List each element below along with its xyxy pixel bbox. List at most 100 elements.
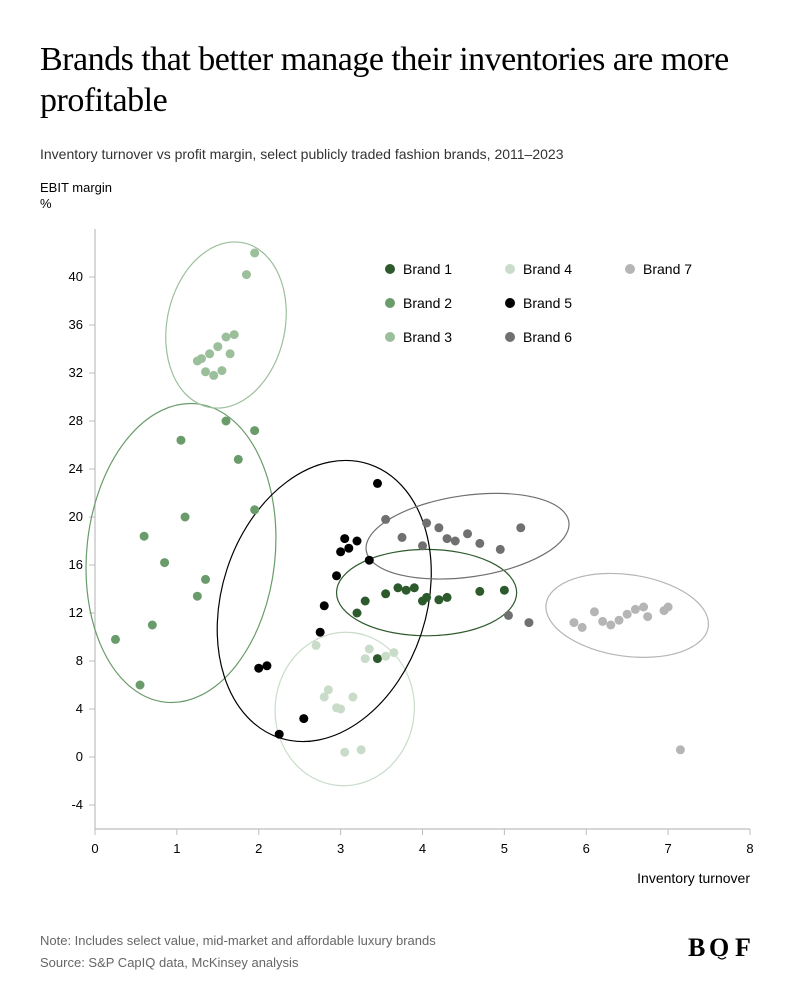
data-point-brand5 xyxy=(336,548,345,557)
legend-label: Brand 4 xyxy=(523,261,572,277)
data-point-brand3 xyxy=(217,366,226,375)
data-point-brand7 xyxy=(643,612,652,621)
legend-dot-icon xyxy=(505,332,515,342)
data-point-brand2 xyxy=(136,681,145,690)
data-point-brand1 xyxy=(422,593,431,602)
data-point-brand1 xyxy=(373,654,382,663)
y-axis-label-line1: EBIT margin xyxy=(40,180,112,195)
data-point-brand6 xyxy=(381,515,390,524)
data-point-brand5 xyxy=(275,730,284,739)
data-point-brand4 xyxy=(336,705,345,714)
chart-note: Note: Includes select value, mid-market … xyxy=(40,930,436,952)
page-root: Brands that better manage their inventor… xyxy=(0,0,800,1000)
data-point-brand1 xyxy=(410,584,419,593)
data-point-brand4 xyxy=(357,746,366,755)
data-point-brand7 xyxy=(664,603,673,612)
data-point-brand1 xyxy=(353,609,362,618)
svg-text:0: 0 xyxy=(76,749,83,764)
data-point-brand6 xyxy=(422,519,431,528)
data-point-brand2 xyxy=(201,575,210,584)
data-point-brand1 xyxy=(393,584,402,593)
data-point-brand1 xyxy=(500,586,509,595)
data-point-brand5 xyxy=(299,714,308,723)
svg-text:32: 32 xyxy=(69,365,83,380)
svg-text:2: 2 xyxy=(255,841,262,856)
cluster-ellipse-brand1 xyxy=(337,550,517,636)
svg-text:8: 8 xyxy=(76,653,83,668)
data-point-brand5 xyxy=(340,534,349,543)
legend-item-brand6: Brand 6 xyxy=(505,322,625,352)
chart-area: -40481216202428323640012345678Inventory … xyxy=(40,219,760,899)
legend-dot-icon xyxy=(385,298,395,308)
data-point-brand5 xyxy=(254,664,263,673)
y-axis-label: EBIT margin % xyxy=(40,180,760,214)
data-point-brand2 xyxy=(250,426,259,435)
svg-text:12: 12 xyxy=(69,605,83,620)
data-point-brand4 xyxy=(389,648,398,657)
svg-text:B: B xyxy=(688,933,706,962)
data-point-brand6 xyxy=(418,542,427,551)
svg-text:20: 20 xyxy=(69,509,83,524)
data-point-brand2 xyxy=(250,506,259,515)
legend-dot-icon xyxy=(385,264,395,274)
legend-label: Brand 2 xyxy=(403,295,452,311)
legend-label: Brand 3 xyxy=(403,329,452,345)
svg-text:6: 6 xyxy=(583,841,590,856)
data-point-brand6 xyxy=(434,524,443,533)
data-point-brand2 xyxy=(181,513,190,522)
data-point-brand7 xyxy=(615,616,624,625)
legend-item-brand3: Brand 3 xyxy=(385,322,505,352)
data-point-brand7 xyxy=(639,603,648,612)
data-point-brand3 xyxy=(197,354,206,363)
svg-text:3: 3 xyxy=(337,841,344,856)
data-point-brand7 xyxy=(676,746,685,755)
data-point-brand5 xyxy=(353,537,362,546)
cluster-ellipse-brand3 xyxy=(151,231,301,420)
data-point-brand1 xyxy=(402,586,411,595)
svg-text:4: 4 xyxy=(419,841,426,856)
data-point-brand5 xyxy=(344,544,353,553)
data-point-brand7 xyxy=(631,605,640,614)
data-point-brand4 xyxy=(312,641,321,650)
data-point-brand1 xyxy=(434,596,443,605)
legend-item-brand4: Brand 4 xyxy=(505,254,625,284)
legend-dot-icon xyxy=(505,264,515,274)
data-point-brand7 xyxy=(598,617,607,626)
data-point-brand5 xyxy=(320,602,329,611)
data-point-brand5 xyxy=(332,572,341,581)
chart-footer: Note: Includes select value, mid-market … xyxy=(40,930,436,974)
svg-text:24: 24 xyxy=(69,461,83,476)
chart-source: Source: S&P CapIQ data, McKinsey analysi… xyxy=(40,952,436,974)
svg-text:16: 16 xyxy=(69,557,83,572)
data-point-brand6 xyxy=(475,539,484,548)
data-point-brand3 xyxy=(250,249,259,258)
data-point-brand1 xyxy=(443,593,452,602)
svg-text:28: 28 xyxy=(69,413,83,428)
data-point-brand5 xyxy=(365,556,374,565)
y-axis-label-line2: % xyxy=(40,196,52,211)
data-point-brand6 xyxy=(524,618,533,627)
data-point-brand6 xyxy=(496,545,505,554)
data-point-brand3 xyxy=(226,350,235,359)
data-point-brand4 xyxy=(348,693,357,702)
data-point-brand7 xyxy=(606,621,615,630)
legend-label: Brand 5 xyxy=(523,295,572,311)
svg-text:36: 36 xyxy=(69,317,83,332)
svg-text:4: 4 xyxy=(76,701,83,716)
data-point-brand2 xyxy=(111,635,120,644)
svg-text:40: 40 xyxy=(69,269,83,284)
bof-logo-svg: B O F xyxy=(688,932,760,962)
data-point-brand3 xyxy=(222,333,231,342)
data-point-brand5 xyxy=(262,662,271,671)
data-point-brand6 xyxy=(504,611,513,620)
data-point-brand4 xyxy=(361,654,370,663)
legend-item-brand2: Brand 2 xyxy=(385,288,505,318)
data-point-brand3 xyxy=(205,350,214,359)
data-point-brand4 xyxy=(340,748,349,757)
svg-text:1: 1 xyxy=(173,841,180,856)
data-point-brand5 xyxy=(373,479,382,488)
data-point-brand2 xyxy=(222,417,231,426)
svg-text:7: 7 xyxy=(665,841,672,856)
legend-label: Brand 6 xyxy=(523,329,572,345)
data-point-brand5 xyxy=(316,628,325,637)
